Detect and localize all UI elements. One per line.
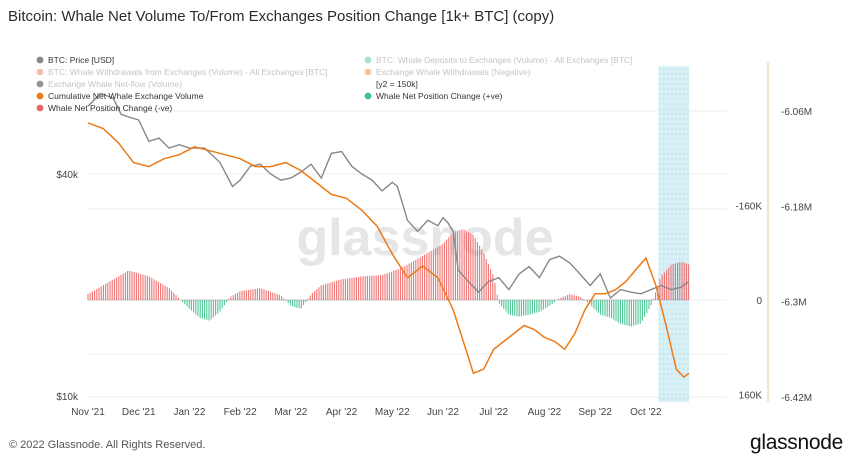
y-right1-tick-label: 160K xyxy=(739,391,763,402)
y-right2-tick-label: -6.3M xyxy=(781,298,807,309)
legend-label: Whale Net Position Change (-ve) xyxy=(48,103,172,113)
y-right1-tick-label: -160K xyxy=(735,202,762,213)
legend-marker xyxy=(36,68,44,76)
legend-label: BTC: Price [USD] xyxy=(48,55,114,65)
y-left-tick-label: $10k xyxy=(56,392,79,403)
y-right2-tick-label: -6.06M xyxy=(781,107,812,118)
legend-label: Exchange Whale Net-flow (Volume) xyxy=(48,79,182,89)
legend-label: BTC: Whale Withdrawals from Exchanges (V… xyxy=(48,67,328,77)
x-tick-label: Dec '21 xyxy=(122,407,156,418)
x-tick-label: Jan '22 xyxy=(173,407,205,418)
legend-marker xyxy=(36,56,44,64)
legend-label: Exchange Whale Withdrawals (Negative) xyxy=(376,67,531,77)
y-right2-tick-label: -6.18M xyxy=(781,202,812,213)
x-tick-label: Mar '22 xyxy=(274,407,307,418)
x-tick-label: Jul '22 xyxy=(479,407,508,418)
x-tick-label: May '22 xyxy=(375,407,410,418)
legend-marker xyxy=(364,68,372,76)
copyright-text: © 2022 Glassnode. All Rights Reserved. xyxy=(9,439,206,451)
y-left-tick-label: $40k xyxy=(56,170,79,181)
x-tick-label: Sep '22 xyxy=(578,407,612,418)
legend-marker xyxy=(36,104,44,112)
legend-label: Whale Net Position Change (+ve) xyxy=(376,91,503,101)
x-tick-label: Jun '22 xyxy=(427,407,459,418)
glassnode-logo: glassnode xyxy=(749,431,843,454)
legend-label: Cumulative Net Whale Exchange Volume xyxy=(48,91,204,101)
legend-label: [y2 = 150k] xyxy=(376,79,418,89)
price-line xyxy=(87,92,690,300)
legend-label: BTC: Whale Deposits to Exchanges (Volume… xyxy=(376,55,633,65)
y-right1-tick-label: 0 xyxy=(756,296,762,307)
x-tick-label: Aug '22 xyxy=(528,407,562,418)
legend-marker xyxy=(36,80,44,88)
x-tick-label: Apr '22 xyxy=(326,407,358,418)
legend-marker xyxy=(364,56,372,64)
cumulative-line xyxy=(87,122,690,379)
x-tick-label: Feb '22 xyxy=(224,407,257,418)
chart-title: Bitcoin: Whale Net Volume To/From Exchan… xyxy=(8,8,555,25)
legend-marker xyxy=(36,92,44,100)
y-right2-tick-label: -6.42M xyxy=(781,393,812,404)
x-tick-label: Oct '22 xyxy=(630,407,662,418)
x-tick-label: Nov '21 xyxy=(71,407,105,418)
legend-marker xyxy=(364,92,372,100)
